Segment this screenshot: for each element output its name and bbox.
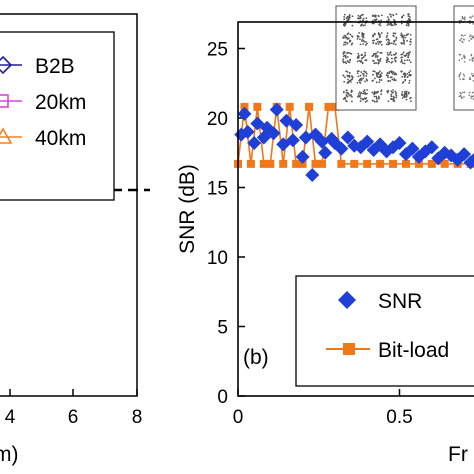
left-legend-marker <box>0 55 13 75</box>
bitload-point <box>305 102 314 111</box>
left-legend-label: B2B <box>35 55 75 78</box>
bitload-point <box>279 159 288 168</box>
left-legend-label: 40km <box>35 127 86 150</box>
left-x-axis-label: m) <box>0 443 19 466</box>
bitload-point <box>246 159 255 168</box>
right-y-tick-label: 0 <box>217 387 228 408</box>
snr-point <box>318 145 333 160</box>
right-legend-marker <box>338 291 356 309</box>
bitload-point <box>337 159 346 168</box>
bitload-point <box>324 102 333 111</box>
snr-point <box>269 102 284 117</box>
bitload-point <box>376 159 385 168</box>
bitload-point <box>427 159 436 168</box>
right-plot-frame <box>237 21 474 397</box>
snr-point <box>463 155 474 170</box>
bitload-point <box>285 102 294 111</box>
bitload-point <box>350 159 359 168</box>
bitload-point <box>389 159 398 168</box>
snr-point <box>340 130 355 145</box>
panel-label-b: (b) <box>243 346 269 369</box>
snr-point <box>470 152 474 161</box>
left-x-ticks: 4 6 8 <box>5 389 143 428</box>
snr-point <box>305 167 320 182</box>
left-legend: B2B 20km 40km <box>0 55 86 150</box>
right-y-axis-label: SNR (dB) <box>176 164 199 254</box>
right-y-tick-label: 5 <box>217 318 228 339</box>
bitload-point <box>311 159 320 168</box>
snr-point <box>424 140 439 155</box>
right-x-axis-label: Fr <box>448 443 468 466</box>
bitload-point <box>330 102 339 111</box>
snr-point <box>266 126 281 141</box>
bitload-point <box>401 159 410 168</box>
left-x-tick-label: 6 <box>68 407 79 428</box>
left-x-tick-label: 4 <box>5 407 16 428</box>
left-x-tick-label: 8 <box>132 407 143 428</box>
snr-point <box>289 117 304 132</box>
left-legend-marker <box>0 127 13 144</box>
snr-point <box>237 106 252 121</box>
right-y-ticks: 0 5 10 15 20 25 <box>207 40 245 408</box>
snr-point <box>405 141 420 156</box>
snr-point <box>247 136 262 151</box>
right-legend: SNR Bit-load <box>326 290 449 362</box>
snr-point <box>457 147 472 162</box>
right-legend-marker <box>343 343 355 355</box>
snr-point <box>392 136 407 151</box>
right-x-tick-label: 0.5 <box>386 407 412 428</box>
right-x-ticks: 00.511 <box>233 389 413 428</box>
bitload-point <box>259 159 268 168</box>
left-legend-label: 20km <box>35 91 86 114</box>
right-legend-box <box>295 275 474 387</box>
right-y-tick-label: 25 <box>207 40 228 61</box>
left-plot-frame <box>0 13 138 397</box>
bitload-point <box>440 159 449 168</box>
left-legend-marker <box>0 94 9 108</box>
bitload-point <box>317 159 326 168</box>
bitload-point <box>253 102 262 111</box>
snr-point <box>240 124 255 139</box>
series-layer <box>234 102 474 182</box>
right-y-tick-label: 15 <box>207 179 228 200</box>
right-x-tick-label: 0 <box>233 407 244 428</box>
left-legend-box <box>0 31 115 201</box>
snr-point <box>295 149 310 164</box>
right-y-tick-label: 20 <box>207 109 228 130</box>
right-legend-label: Bit-load <box>378 339 449 362</box>
right-legend-label: SNR <box>378 290 422 313</box>
constellation-inset-1 <box>335 5 417 111</box>
left-panel: B2B 20km 40km 4 6 8 m) <box>0 13 150 466</box>
bitload-point <box>363 159 372 168</box>
bitload-point <box>292 159 301 168</box>
snr-point <box>334 141 349 156</box>
bitload-point <box>266 159 275 168</box>
right-y-tick-label: 10 <box>207 248 228 269</box>
snr-point <box>285 133 300 148</box>
snr-point <box>360 134 375 149</box>
